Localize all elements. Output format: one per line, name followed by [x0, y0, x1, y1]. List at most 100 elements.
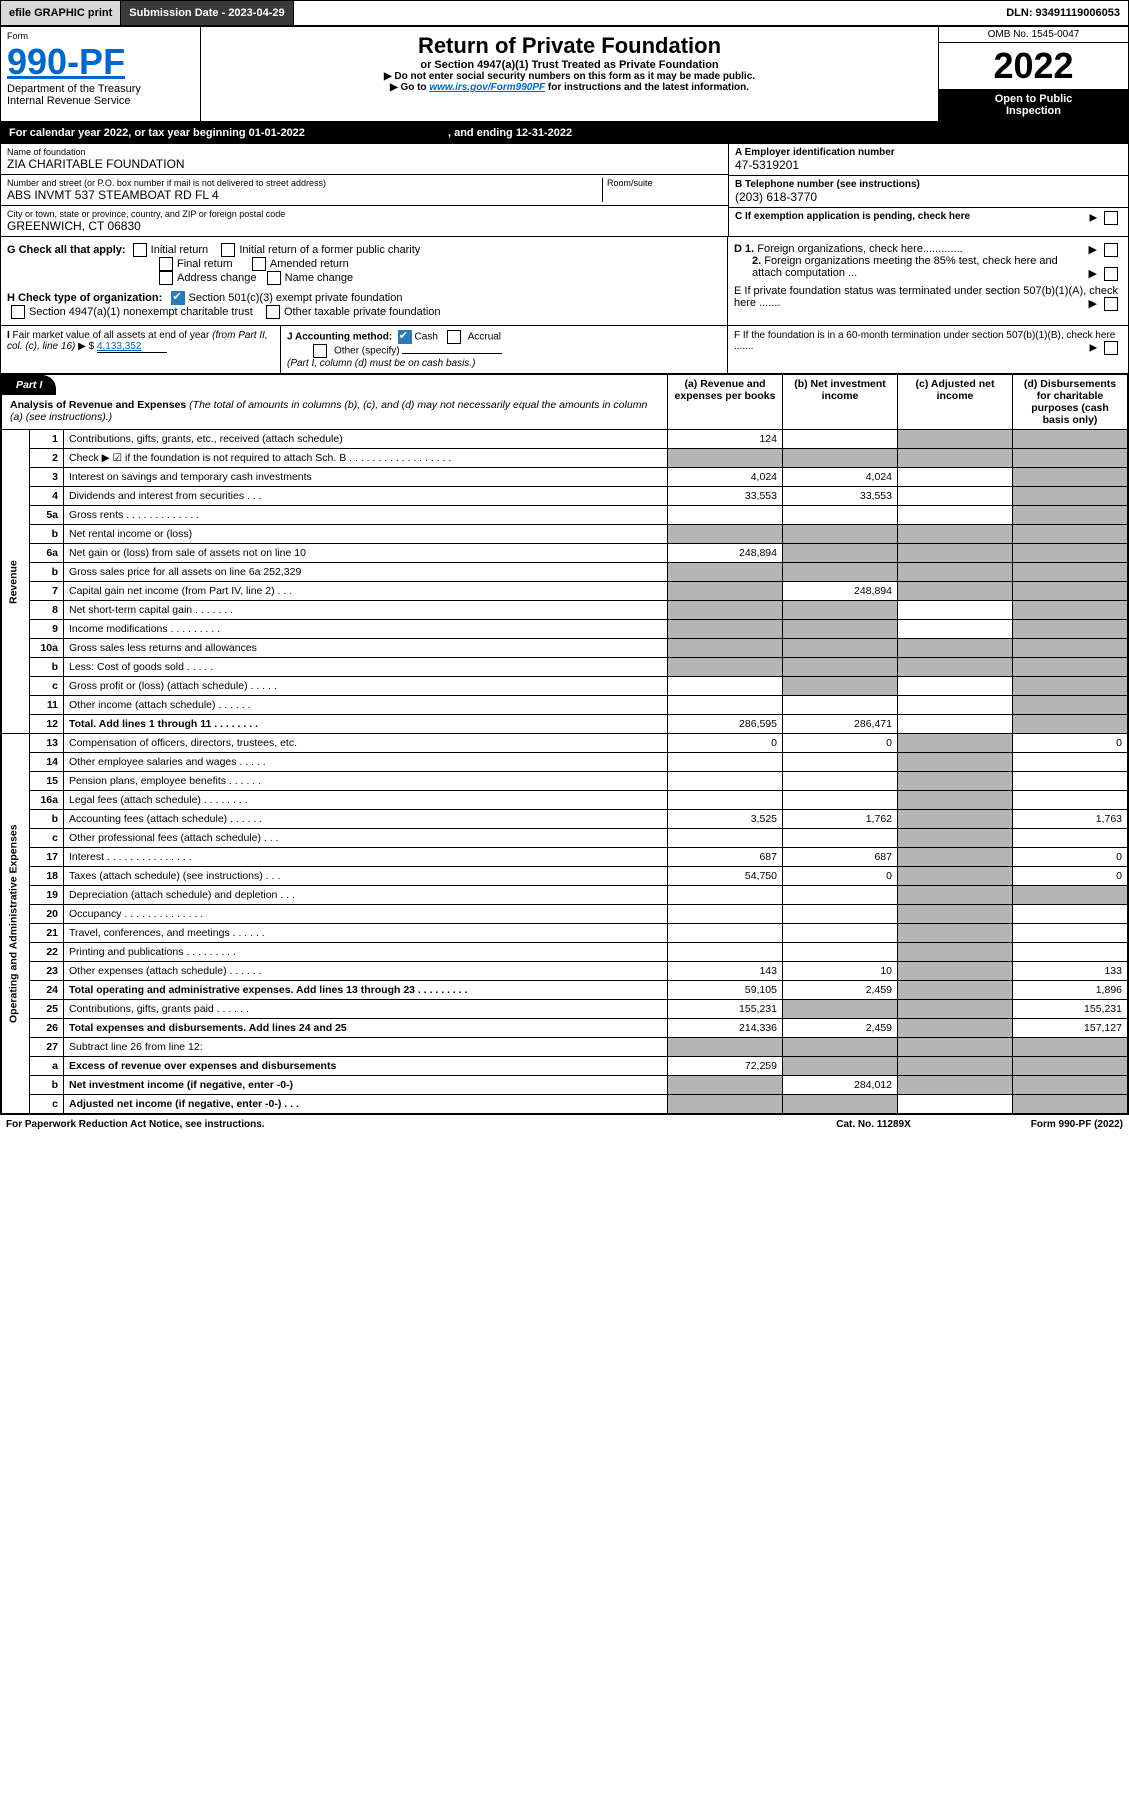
cell	[898, 1095, 1013, 1114]
checkbox-c[interactable]	[1104, 211, 1118, 225]
checkbox-accrual[interactable]	[447, 330, 461, 344]
cell	[783, 525, 898, 544]
row-num: c	[30, 677, 64, 696]
cell: 133	[1013, 962, 1128, 981]
top-bar: efile GRAPHIC print Submission Date - 20…	[1, 1, 1128, 27]
checkbox-cash-checked[interactable]	[398, 330, 412, 344]
cell	[898, 1038, 1013, 1057]
cell	[783, 430, 898, 449]
cell	[1013, 696, 1128, 715]
checkbox-other[interactable]	[313, 344, 327, 358]
cell	[898, 430, 1013, 449]
checkbox-h1-checked[interactable]	[171, 291, 185, 305]
checkbox-h3[interactable]	[266, 305, 280, 319]
foundation-name: ZIA CHARITABLE FOUNDATION	[7, 157, 722, 171]
row-num: b	[30, 1076, 64, 1095]
cell	[898, 791, 1013, 810]
cell	[783, 696, 898, 715]
cell	[668, 677, 783, 696]
checkbox-g3[interactable]	[159, 257, 173, 271]
cell	[898, 734, 1013, 753]
row-desc: Total operating and administrative expen…	[64, 981, 668, 1000]
row-desc: Dividends and interest from securities .…	[64, 487, 668, 506]
cell: 0	[1013, 734, 1128, 753]
cell	[1013, 620, 1128, 639]
checkbox-g2[interactable]	[221, 243, 235, 257]
form-header: Form 990-PF Department of the Treasury I…	[1, 27, 1128, 123]
calendar-year: For calendar year 2022, or tax year begi…	[1, 123, 1128, 144]
cell	[1013, 905, 1128, 924]
cell	[898, 544, 1013, 563]
g-row3: Address change Name change	[155, 271, 721, 285]
cell	[1013, 1095, 1128, 1114]
cell: 1,896	[1013, 981, 1128, 1000]
cell	[783, 563, 898, 582]
checkbox-h2[interactable]	[11, 305, 25, 319]
cell	[898, 753, 1013, 772]
cell: 3,525	[668, 810, 783, 829]
cell	[1013, 563, 1128, 582]
addr-label: Number and street (or P.O. box number if…	[7, 178, 602, 188]
h-row2: Section 4947(a)(1) nonexempt charitable …	[7, 305, 721, 319]
cell	[1013, 1057, 1128, 1076]
footer-right: Form 990-PF (2022)	[1031, 1119, 1123, 1130]
row-desc: Subtract line 26 from line 12:	[64, 1038, 668, 1057]
checkbox-g5[interactable]	[159, 271, 173, 285]
cell	[898, 905, 1013, 924]
row-desc: Gross sales price for all assets on line…	[64, 563, 668, 582]
cell	[1013, 658, 1128, 677]
cell	[1013, 582, 1128, 601]
identity-block: Name of foundation ZIA CHARITABLE FOUNDA…	[1, 144, 1128, 237]
row-num: 10a	[30, 639, 64, 658]
fmv: 4,133,352	[97, 341, 167, 353]
d2-row: 2. Foreign organizations meeting the 85%…	[734, 255, 1122, 279]
cell: 4,024	[783, 468, 898, 487]
checkbox-g1[interactable]	[133, 243, 147, 257]
part1-title: Analysis of Revenue and Expenses	[10, 399, 186, 411]
cell: 286,595	[668, 715, 783, 734]
cell	[898, 487, 1013, 506]
cell: 72,259	[668, 1057, 783, 1076]
cell	[898, 1076, 1013, 1095]
cell	[1013, 525, 1128, 544]
cell	[668, 582, 783, 601]
cell	[783, 658, 898, 677]
checkbox-d1[interactable]	[1104, 243, 1118, 257]
cell	[783, 620, 898, 639]
checkbox-f[interactable]	[1104, 341, 1118, 355]
cell	[668, 696, 783, 715]
cell	[898, 810, 1013, 829]
cell	[668, 620, 783, 639]
row-desc: Gross profit or (loss) (attach schedule)…	[64, 677, 668, 696]
efile-label[interactable]: efile GRAPHIC print	[1, 1, 121, 25]
row-desc: Accounting fees (attach schedule) . . . …	[64, 810, 668, 829]
cell	[1013, 1076, 1128, 1095]
cell	[1013, 677, 1128, 696]
row-num: b	[30, 658, 64, 677]
cell	[783, 943, 898, 962]
cell	[898, 601, 1013, 620]
cell	[1013, 791, 1128, 810]
col-d: (d) Disbursements for charitable purpose…	[1013, 375, 1128, 430]
row-desc: Other employee salaries and wages . . . …	[64, 753, 668, 772]
checkbox-g4[interactable]	[252, 257, 266, 271]
cell: 157,127	[1013, 1019, 1128, 1038]
cell	[668, 943, 783, 962]
checkbox-g6[interactable]	[267, 271, 281, 285]
cell	[668, 658, 783, 677]
cell	[898, 772, 1013, 791]
checkbox-e[interactable]	[1104, 297, 1118, 311]
checkbox-d2[interactable]	[1104, 267, 1118, 281]
cell	[783, 753, 898, 772]
cell	[783, 506, 898, 525]
cell	[668, 525, 783, 544]
row-desc: Gross sales less returns and allowances	[64, 639, 668, 658]
cell	[668, 1095, 783, 1114]
cell	[668, 905, 783, 924]
col-b: (b) Net investment income	[783, 375, 898, 430]
row-desc: Excess of revenue over expenses and disb…	[64, 1057, 668, 1076]
city: GREENWICH, CT 06830	[7, 219, 722, 233]
row-num: 14	[30, 753, 64, 772]
cell: 687	[668, 848, 783, 867]
form-title: Return of Private Foundation	[207, 33, 932, 59]
